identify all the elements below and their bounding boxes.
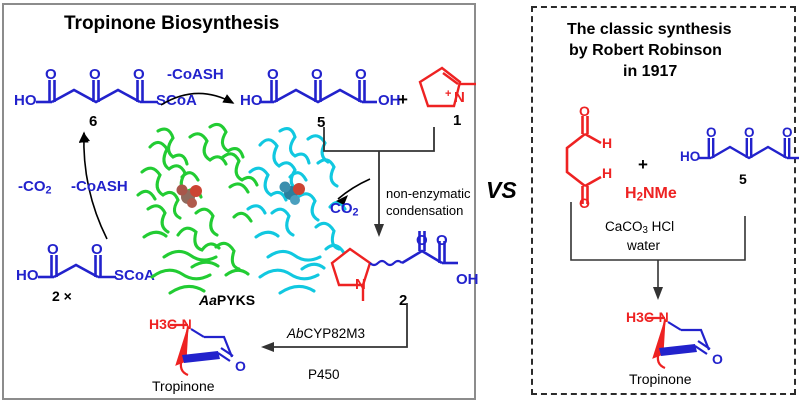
compound-5-atom-O1: O bbox=[267, 66, 279, 83]
conditions-line1: CaCO3 HCl bbox=[605, 220, 674, 236]
compound-5-right-atom-HO: HO bbox=[680, 149, 701, 164]
malonyl-atom-O1: O bbox=[47, 241, 59, 258]
compound-2-atom-OH: OH bbox=[456, 271, 479, 288]
tropinone-structure-right bbox=[647, 316, 711, 370]
plus-sign-right: + bbox=[638, 155, 648, 174]
succinaldehyde-structure bbox=[565, 116, 602, 204]
conditions-caco3: CaCO bbox=[605, 219, 643, 234]
compound-6-atom-O3: O bbox=[133, 66, 145, 83]
malonyl-stoichiometry-label: 2 × bbox=[52, 288, 72, 304]
compound-5-right-atom-O2: O bbox=[744, 125, 755, 140]
enzyme-label-name: CYP82M3 bbox=[303, 326, 366, 341]
compound-2-structure bbox=[330, 231, 458, 301]
co2-coash-left-arrow bbox=[78, 131, 108, 240]
left-panel-title: Tropinone Biosynthesis bbox=[64, 13, 280, 34]
compound-6-label: 6 bbox=[89, 113, 98, 130]
methylamine-H: H bbox=[625, 185, 637, 202]
comparison-label-vs: VS bbox=[486, 177, 517, 203]
compound-6-atom-O2: O bbox=[89, 66, 101, 83]
p450-arrow bbox=[261, 303, 408, 352]
compound-5-atom-OH: OH bbox=[378, 92, 401, 109]
compound-6-atom-O1: O bbox=[45, 66, 57, 83]
conditions-hcl: HCl bbox=[647, 219, 675, 234]
protein-label-name: PYKS bbox=[216, 292, 256, 308]
methylamine-sub: 2 bbox=[636, 191, 643, 204]
compound-2-atom-O2: O bbox=[436, 232, 448, 249]
tropinone-left-label: Tropinone bbox=[152, 378, 215, 394]
conditions-caco3-sub: 3 bbox=[642, 225, 648, 237]
compound-5-atom-O2: O bbox=[311, 66, 323, 83]
bracket-and-down-arrow bbox=[323, 127, 435, 237]
conditions-bracket-arrow bbox=[570, 202, 746, 300]
tropinone-right-label: Tropinone bbox=[629, 371, 692, 387]
conditions-line2: water bbox=[627, 238, 661, 253]
compound-5-right-atom-O3: O bbox=[782, 125, 793, 140]
methylamine-rest: NMe bbox=[642, 185, 677, 202]
reaction-label-co2-mid: CO2 bbox=[330, 201, 359, 218]
right-panel-title-line1: The classic synthesis bbox=[567, 21, 732, 38]
succinaldehyde-atom-O-bottom: O bbox=[579, 195, 590, 211]
tropinone-right-atom-NMe: H3C-N bbox=[626, 309, 669, 325]
compound-5-right-atom-O1: O bbox=[706, 125, 717, 140]
malonyl-atom-HO: HO bbox=[16, 267, 39, 284]
compound-5-atom-O3: O bbox=[355, 66, 367, 83]
compound-5-structure bbox=[259, 80, 377, 104]
right-panel-title-line2: by Robert Robinson bbox=[569, 42, 722, 59]
compound-5-atom-HO: HO bbox=[240, 92, 263, 109]
compound-1-charge: + bbox=[445, 88, 452, 100]
reaction-label-coash-top: -CoASH bbox=[167, 66, 224, 83]
left-panel-biosynthesis: Tropinone Biosynthesis HO O O O SCoA 6 bbox=[2, 3, 479, 400]
succinaldehyde-atom-H-bottom: H bbox=[602, 165, 613, 181]
enzyme-label-genus: Ab bbox=[287, 326, 304, 341]
reaction-label-coash-left: -CoASH bbox=[71, 178, 128, 195]
succinaldehyde-atom-O-top: O bbox=[579, 103, 590, 119]
compound-1-label: 1 bbox=[453, 112, 462, 129]
condensation-label-line1: non-enzymatic bbox=[386, 186, 471, 201]
coash-top-arrow bbox=[160, 92, 235, 106]
malonyl-coa-structure bbox=[38, 255, 116, 279]
compound-5-structure-right bbox=[698, 138, 799, 160]
plus-sign-left: + bbox=[398, 90, 408, 109]
malonyl-atom-SCoA: SCoA bbox=[114, 267, 155, 284]
compound-2-atom-N: N bbox=[355, 276, 366, 293]
compound-1-structure bbox=[418, 66, 476, 108]
enzyme-family-label: P450 bbox=[308, 367, 340, 382]
compound-1-atom-N: N bbox=[454, 89, 465, 106]
compound-5-label: 5 bbox=[317, 114, 326, 131]
co2-mid-main: CO bbox=[330, 200, 353, 217]
protein-label: AaPYKS bbox=[199, 293, 255, 307]
succinaldehyde-atom-H-top: H bbox=[602, 135, 613, 151]
compound-2-atom-O1: O bbox=[416, 232, 428, 249]
tropinone-structure-left bbox=[170, 323, 234, 377]
tropinone-right-atom-O: O bbox=[712, 351, 723, 367]
compound-6-structure bbox=[36, 80, 158, 104]
compound-2-label: 2 bbox=[399, 292, 408, 309]
condensation-label-line2: condensation bbox=[386, 203, 464, 218]
reaction-label-co2-left: -CO2 bbox=[18, 179, 52, 196]
co2-left-main: -CO bbox=[18, 178, 46, 195]
right-panel-title-line3: in 1917 bbox=[623, 63, 678, 80]
compound-6-atom-HO: HO bbox=[14, 92, 37, 109]
co2-mid-sub: 2 bbox=[352, 206, 359, 219]
co2-left-sub: 2 bbox=[45, 184, 52, 197]
protein-label-genus: Aa bbox=[199, 292, 217, 308]
malonyl-atom-O2: O bbox=[91, 241, 103, 258]
tropinone-left-atom-O: O bbox=[235, 358, 246, 374]
enzyme-label-cyp82m3: AbCYP82M3 bbox=[287, 327, 365, 341]
right-panel-robinson-synthesis: The classic synthesis by Robert Robinson… bbox=[531, 6, 799, 395]
ligand-spheres bbox=[176, 181, 305, 208]
compound-6-atom-SCoA: SCoA bbox=[156, 92, 197, 109]
tropinone-left-atom-NMe: H3C-N bbox=[149, 316, 192, 332]
protein-ribbon-structure bbox=[136, 122, 347, 295]
compound-5-right-label: 5 bbox=[739, 171, 747, 187]
methylamine-formula: H2NMe bbox=[625, 186, 677, 204]
